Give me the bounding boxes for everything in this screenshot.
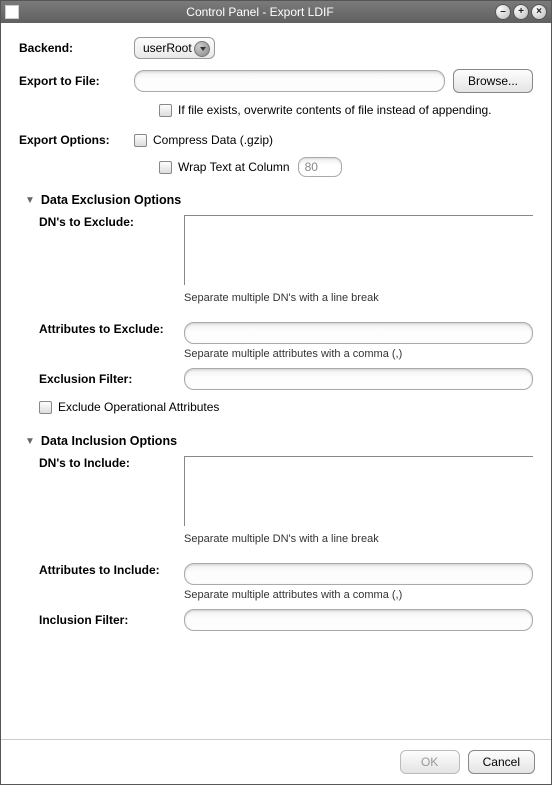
inclusion-section-title: Data Inclusion Options	[41, 434, 177, 448]
export-file-label: Export to File:	[19, 74, 134, 88]
exclusion-filter-row: Exclusion Filter:	[39, 368, 533, 390]
attrs-exclude-row: Attributes to Exclude: Separate multiple…	[39, 322, 533, 368]
backend-label: Backend:	[19, 41, 134, 55]
overwrite-label: If file exists, overwrite contents of fi…	[178, 103, 492, 117]
inclusion-filter-label: Inclusion Filter:	[39, 613, 184, 627]
backend-row: Backend: userRoot	[19, 37, 533, 59]
exclusion-filter-input[interactable]	[184, 368, 533, 390]
attrs-exclude-hint: Separate multiple attributes with a comm…	[184, 348, 533, 360]
dns-exclude-row: DN's to Exclude: Separate multiple DN's …	[39, 215, 533, 312]
backend-dropdown[interactable]: userRoot	[134, 37, 215, 59]
export-file-input[interactable]	[134, 70, 445, 92]
inclusion-filter-input[interactable]	[184, 609, 533, 631]
disclosure-icon: ▼	[25, 436, 35, 447]
maximize-button[interactable]: +	[513, 4, 529, 20]
disclosure-icon: ▼	[25, 195, 35, 206]
titlebar: Control Panel - Export LDIF – + ×	[1, 1, 551, 23]
dns-exclude-hint: Separate multiple DN's with a line break	[184, 292, 533, 304]
attrs-include-input[interactable]	[184, 563, 533, 585]
dns-exclude-textarea[interactable]	[184, 215, 533, 285]
overwrite-row: If file exists, overwrite contents of fi…	[159, 103, 533, 117]
wrap-checkbox[interactable]	[159, 161, 172, 174]
exclusion-section-title: Data Exclusion Options	[41, 193, 181, 207]
exclusion-section: DN's to Exclude: Separate multiple DN's …	[19, 215, 533, 424]
attrs-include-row: Attributes to Include: Separate multiple…	[39, 563, 533, 609]
export-file-row: Export to File: Browse...	[19, 69, 533, 93]
cancel-button[interactable]: Cancel	[468, 750, 535, 774]
compress-label: Compress Data (.gzip)	[153, 133, 273, 147]
window-icon	[5, 5, 19, 19]
compress-option: Compress Data (.gzip)	[134, 133, 273, 147]
inclusion-section-header[interactable]: ▼ Data Inclusion Options	[25, 434, 533, 448]
exclude-op-row: Exclude Operational Attributes	[39, 400, 533, 414]
chevron-down-icon	[200, 47, 206, 51]
dns-exclude-label: DN's to Exclude:	[39, 215, 184, 229]
content-panel: Backend: userRoot Export to File: Browse…	[1, 23, 551, 739]
export-options-label: Export Options:	[19, 133, 134, 147]
ok-button[interactable]: OK	[400, 750, 460, 774]
inclusion-section: DN's to Include: Separate multiple DN's …	[19, 456, 533, 641]
wrap-row: Wrap Text at Column 80	[159, 157, 533, 177]
compress-checkbox[interactable]	[134, 134, 147, 147]
attrs-exclude-label: Attributes to Exclude:	[39, 322, 184, 336]
attrs-include-hint: Separate multiple attributes with a comm…	[184, 589, 533, 601]
exclude-op-label: Exclude Operational Attributes	[58, 400, 219, 414]
minimize-button[interactable]: –	[495, 4, 511, 20]
attrs-exclude-input[interactable]	[184, 322, 533, 344]
backend-selected: userRoot	[143, 41, 192, 55]
wrap-column-spinner[interactable]: 80	[298, 157, 342, 177]
close-button[interactable]: ×	[531, 4, 547, 20]
dns-include-label: DN's to Include:	[39, 456, 184, 470]
exclusion-filter-label: Exclusion Filter:	[39, 372, 184, 386]
dns-include-hint: Separate multiple DN's with a line break	[184, 533, 533, 545]
window: Control Panel - Export LDIF – + × Backen…	[0, 0, 552, 785]
button-bar: OK Cancel	[1, 739, 551, 784]
wrap-label: Wrap Text at Column	[178, 160, 290, 174]
exclusion-section-header[interactable]: ▼ Data Exclusion Options	[25, 193, 533, 207]
browse-button[interactable]: Browse...	[453, 69, 533, 93]
window-controls: – + ×	[495, 4, 547, 20]
dns-include-textarea[interactable]	[184, 456, 533, 526]
dns-include-row: DN's to Include: Separate multiple DN's …	[39, 456, 533, 553]
overwrite-checkbox[interactable]	[159, 104, 172, 117]
export-options-row: Export Options: Compress Data (.gzip)	[19, 133, 533, 147]
inclusion-filter-row: Inclusion Filter:	[39, 609, 533, 631]
window-title: Control Panel - Export LDIF	[25, 5, 495, 19]
attrs-include-label: Attributes to Include:	[39, 563, 184, 577]
exclude-op-checkbox[interactable]	[39, 401, 52, 414]
